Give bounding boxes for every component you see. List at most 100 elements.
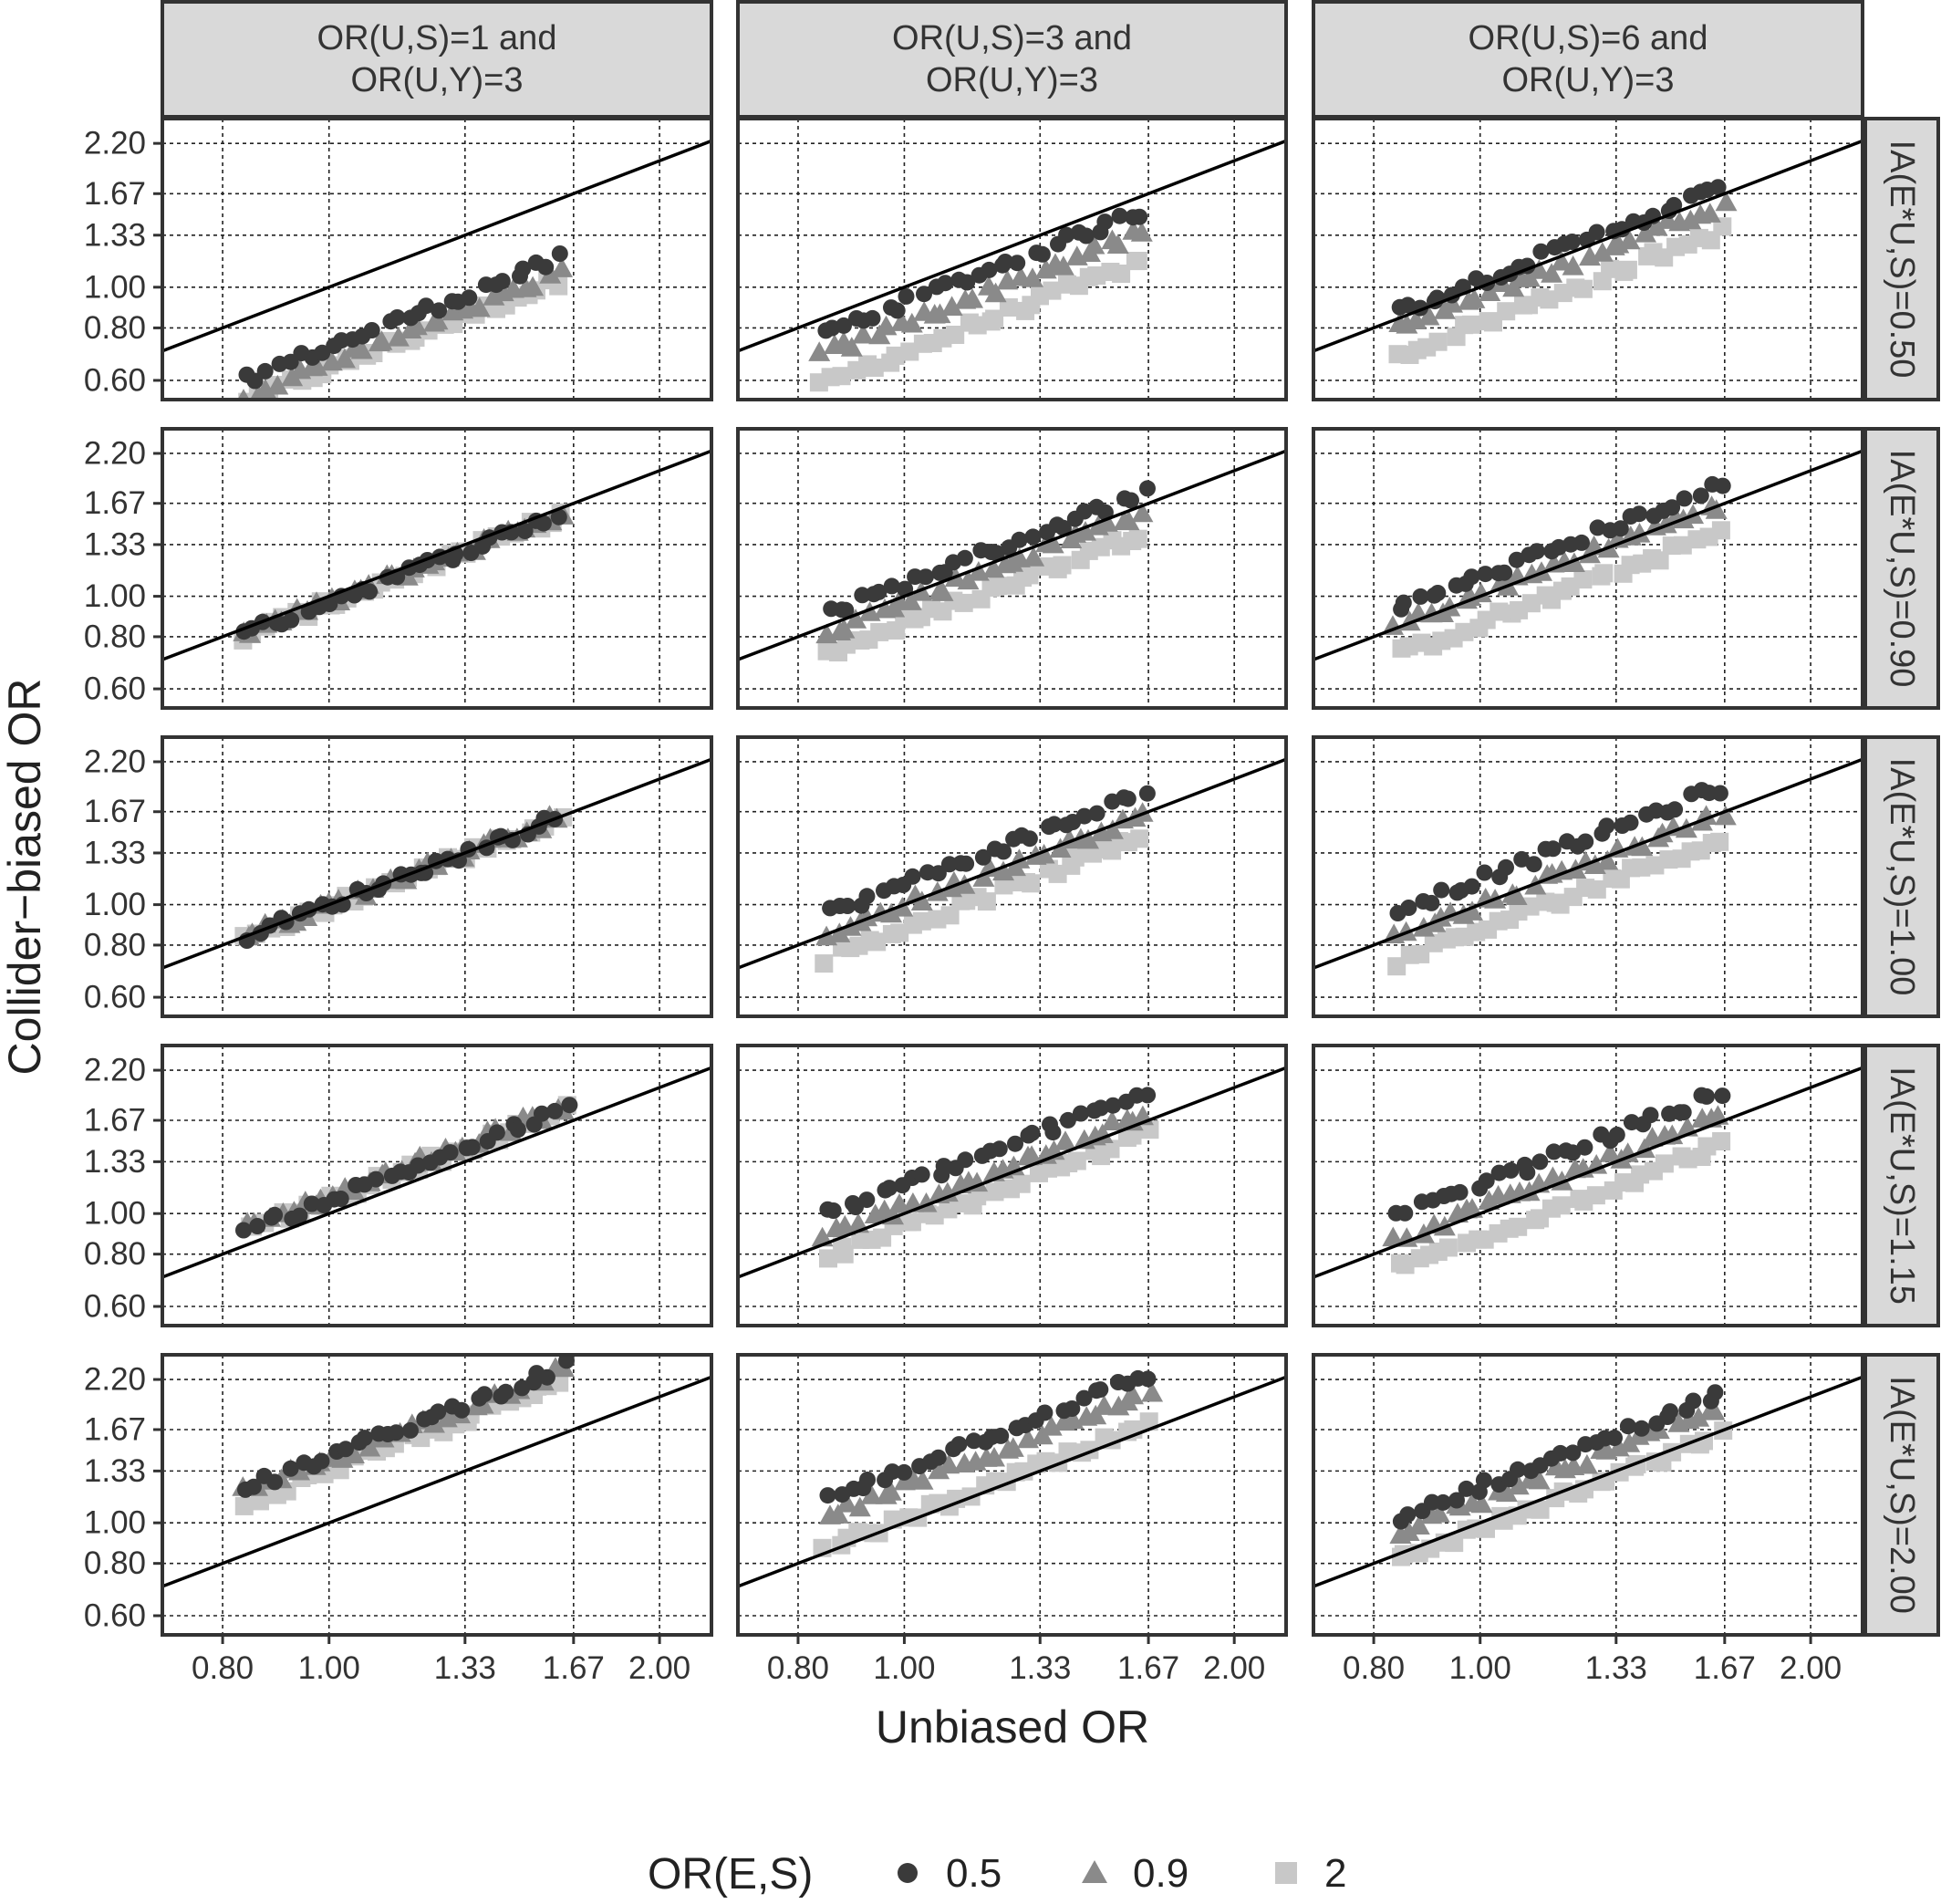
- point-oreS-0.5: [461, 289, 478, 307]
- point-oreS-0.9: [1101, 819, 1124, 839]
- legend: OR(E,S) 0.5 0.9 2: [648, 1850, 1346, 1899]
- point-oreS-0.5: [1463, 878, 1480, 895]
- point-oreS-0.5: [550, 508, 567, 525]
- point-oreS-0.5: [282, 1460, 299, 1477]
- point-oreS-0.5: [256, 362, 274, 380]
- point-oreS-0.5: [363, 322, 380, 338]
- panel-r0-c0: [161, 117, 713, 401]
- panel-border: [1312, 1044, 1864, 1327]
- point-oreS-0.5: [819, 1487, 836, 1504]
- point-oreS-0.5: [1139, 480, 1156, 497]
- point-oreS-0.9: [1002, 1437, 1024, 1457]
- point-oreS-2: [1455, 622, 1474, 641]
- point-oreS-2: [1067, 1151, 1086, 1170]
- point-oreS-0.9: [910, 890, 933, 910]
- y-tick-label: 1.00: [84, 1196, 146, 1232]
- point-oreS-0.9: [1427, 1503, 1450, 1523]
- panel-r3-c2: [1312, 1044, 1864, 1327]
- point-oreS-0.5: [441, 1144, 459, 1161]
- point-oreS-0.9: [1541, 263, 1563, 283]
- point-oreS-0.5: [388, 1424, 405, 1441]
- point-oreS-0.5: [836, 317, 852, 334]
- x-tick-label: 1.00: [1449, 1650, 1511, 1686]
- point-oreS-0.5: [959, 274, 976, 291]
- point-oreS-0.5: [1676, 490, 1693, 507]
- point-oreS-0.5: [1531, 1153, 1549, 1170]
- point-oreS-0.9: [1091, 1123, 1114, 1143]
- point-oreS-2: [1438, 1238, 1458, 1257]
- legend-label: 0.5: [946, 1851, 1002, 1896]
- point-oreS-0.5: [981, 261, 998, 278]
- point-oreS-0.9: [522, 276, 545, 297]
- point-oreS-0.5: [1458, 1480, 1475, 1497]
- point-oreS-0.9: [1505, 885, 1528, 905]
- strip-background: [161, 0, 713, 119]
- point-oreS-2: [870, 622, 889, 641]
- identity-line: [162, 139, 711, 353]
- point-oreS-0.5: [1598, 817, 1615, 835]
- point-oreS-0.9: [1528, 1469, 1551, 1490]
- point-oreS-0.9: [1130, 222, 1153, 242]
- point-oreS-2: [1012, 1174, 1031, 1193]
- panel-r1-c2: [1312, 427, 1864, 710]
- point-oreS-0.5: [1139, 1087, 1157, 1104]
- point-oreS-0.9: [1478, 1190, 1500, 1210]
- identity-line: [162, 449, 711, 661]
- point-oreS-0.9: [1698, 203, 1721, 223]
- point-oreS-0.5: [1698, 1087, 1715, 1105]
- y-tick-label: 1.33: [84, 1453, 146, 1489]
- point-oreS-0.9: [468, 297, 491, 317]
- identity-line: [1313, 1375, 1863, 1588]
- panel-r1-c0: [161, 427, 713, 710]
- point-oreS-0.9: [1687, 1407, 1710, 1427]
- point-oreS-0.5: [896, 1463, 913, 1481]
- identity-line: [1313, 449, 1863, 661]
- x-tick-label: 1.00: [298, 1650, 360, 1686]
- point-oreS-0.9: [1439, 901, 1462, 921]
- point-oreS-0.5: [1532, 243, 1550, 260]
- point-oreS-2: [815, 954, 834, 973]
- point-oreS-0.9: [1106, 234, 1129, 254]
- point-oreS-0.5: [1096, 213, 1114, 231]
- point-oreS-0.9: [306, 356, 328, 376]
- point-oreS-0.9: [1417, 305, 1440, 326]
- point-oreS-0.9: [1662, 816, 1685, 837]
- point-oreS-2: [912, 911, 931, 931]
- y-tick-label: 1.33: [84, 217, 146, 253]
- panel-r3-c0: [161, 1044, 713, 1327]
- point-oreS-0.9: [1715, 191, 1738, 212]
- point-oreS-2: [1497, 302, 1516, 321]
- point-oreS-0.5: [991, 1140, 1008, 1158]
- panel-r2-c0: [161, 735, 713, 1018]
- point-oreS-0.9: [342, 1443, 365, 1463]
- point-oreS-0.9: [1022, 267, 1043, 287]
- strip-background: [1863, 735, 1940, 1018]
- point-oreS-0.9: [957, 569, 980, 590]
- point-oreS-0.9: [1470, 1493, 1493, 1514]
- point-oreS-0.5: [929, 865, 947, 882]
- point-oreS-0.5: [337, 1441, 354, 1458]
- point-oreS-0.5: [1552, 1444, 1569, 1462]
- y-tick-label: 0.80: [84, 310, 146, 346]
- x-tick-label: 0.80: [192, 1650, 254, 1686]
- point-oreS-2: [835, 1244, 854, 1264]
- point-oreS-0.5: [1033, 245, 1051, 263]
- point-oreS-0.9: [1093, 1395, 1116, 1415]
- point-oreS-0.5: [1011, 531, 1028, 548]
- point-oreS-0.5: [997, 254, 1014, 270]
- point-oreS-0.9: [1645, 215, 1668, 236]
- panel-border: [161, 1044, 713, 1327]
- point-oreS-0.5: [493, 273, 511, 290]
- point-oreS-0.5: [1058, 226, 1075, 244]
- point-oreS-0.9: [551, 257, 573, 277]
- point-oreS-0.5: [839, 898, 856, 914]
- point-oreS-0.5: [1064, 1400, 1081, 1417]
- y-tick-label: 1.33: [84, 835, 146, 870]
- identity-line: [738, 449, 1286, 661]
- point-oreS-0.5: [859, 1472, 876, 1488]
- point-oreS-0.5: [1435, 1493, 1452, 1511]
- point-oreS-0.9: [1095, 512, 1118, 532]
- axes-layer: 0.60 0.80 1.00 1.33 1.67 2.20 0.60 0.80 1.00 1.33…: [84, 126, 1842, 1686]
